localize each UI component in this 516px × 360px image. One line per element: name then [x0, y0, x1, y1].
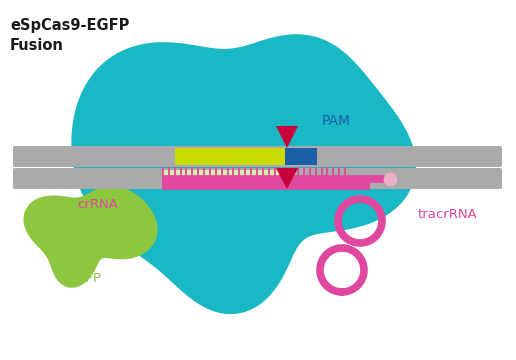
- Text: crRNA: crRNA: [77, 198, 118, 211]
- Bar: [163, 170, 285, 187]
- Bar: [175, 148, 285, 165]
- Text: tracrRNA: tracrRNA: [418, 208, 478, 221]
- Text: EGFP: EGFP: [68, 272, 102, 285]
- Polygon shape: [71, 34, 416, 314]
- Polygon shape: [276, 168, 298, 189]
- Bar: [285, 148, 317, 165]
- Text: PAM: PAM: [322, 114, 351, 128]
- FancyBboxPatch shape: [13, 168, 502, 189]
- Polygon shape: [276, 126, 298, 148]
- Polygon shape: [24, 186, 157, 288]
- FancyBboxPatch shape: [13, 146, 502, 167]
- Text: eSpCas9-EGFP
Fusion: eSpCas9-EGFP Fusion: [10, 18, 130, 53]
